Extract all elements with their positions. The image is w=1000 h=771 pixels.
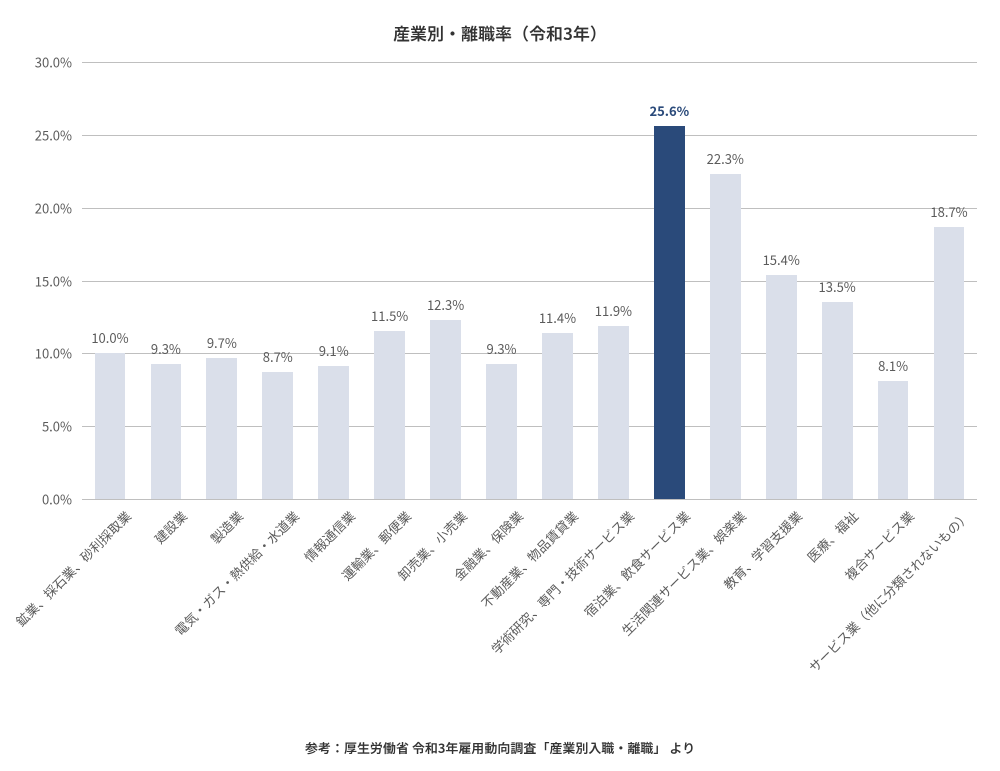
bar: 9.1% [318,366,349,499]
bar: 25.6% [654,126,685,499]
y-axis-tick-label: 0.0% [42,490,82,509]
bar-value-label: 18.7% [930,202,967,227]
bar: 11.4% [542,333,573,499]
bar-value-label: 13.5% [819,277,856,302]
bar-value-label: 9.3% [151,339,181,364]
chart-title: 産業別・離職率（令和3年） [0,20,1000,45]
bar: 12.3% [430,320,461,499]
bar: 11.5% [374,331,405,499]
chart-caption: 参考：厚生労働省 令和3年雇用動向調査「産業別入職・離職」 より [0,738,1000,757]
bar: 8.1% [878,381,909,499]
bar-value-label: 9.3% [487,339,517,364]
y-axis-tick-label: 25.0% [35,125,82,144]
bar-value-label: 12.3% [427,295,464,320]
y-axis-tick-label: 15.0% [35,271,82,290]
bar: 8.7% [262,372,293,499]
bar-value-label: 9.1% [319,341,349,366]
grid-line [82,208,977,209]
bar-value-label: 25.6% [649,101,689,126]
bar-value-label: 15.4% [763,250,800,275]
bar: 10.0% [95,353,126,499]
bar: 9.3% [151,364,182,499]
grid-line [82,135,977,136]
bar: 9.7% [206,358,237,499]
y-axis-tick-label: 10.0% [35,344,82,363]
bar: 11.9% [598,326,629,499]
bar-value-label: 11.5% [371,306,408,331]
bar-value-label: 8.7% [263,347,293,372]
bar: 22.3% [710,174,741,499]
bar: 18.7% [934,227,965,499]
bar-value-label: 9.7% [207,333,237,358]
y-axis-tick-label: 30.0% [35,53,82,72]
y-axis-tick-label: 5.0% [42,417,82,436]
chart-container: 産業別・離職率（令和3年） 0.0%5.0%10.0%15.0%20.0%25.… [0,0,1000,771]
bar: 13.5% [822,302,853,499]
bar-value-label: 11.4% [539,308,576,333]
bar: 15.4% [766,275,797,499]
bar-value-label: 10.0% [91,328,128,353]
y-axis-tick-label: 20.0% [35,198,82,217]
plot-area: 0.0%5.0%10.0%15.0%20.0%25.0%30.0%10.0%鉱業… [82,62,977,499]
bar-value-label: 11.9% [595,301,632,326]
grid-line [82,499,977,500]
bar-value-label: 22.3% [707,149,744,174]
bar: 9.3% [486,364,517,499]
grid-line [82,62,977,63]
bar-value-label: 8.1% [878,356,908,381]
